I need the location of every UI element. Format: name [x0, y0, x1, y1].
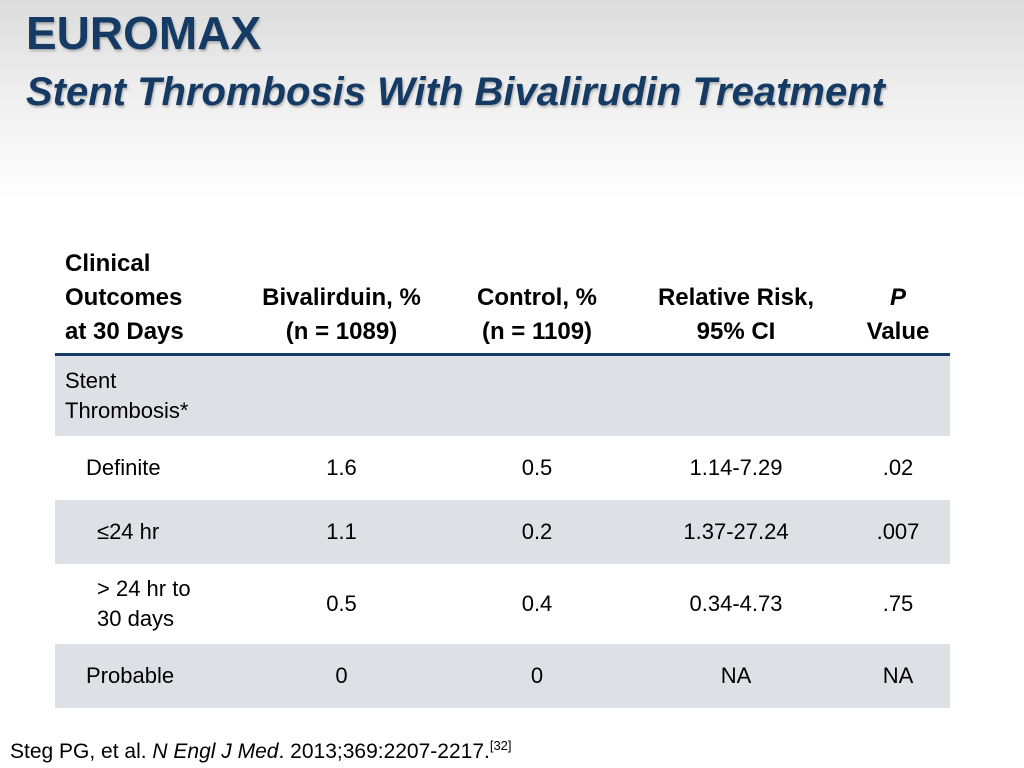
cell-bivalirudin: 0.5 [326, 591, 357, 616]
cell-bivalirudin: 1.1 [235, 500, 448, 564]
table-row: Probable 0 0 NA NA [55, 644, 950, 708]
cell-relative-risk: 1.14-7.29 [689, 455, 783, 480]
outcomes-table: Clinical Outcomes at 30 Days Bivalirduin… [55, 247, 950, 708]
slide-title: EUROMAX [26, 7, 262, 59]
cell-bivalirudin: 0 [235, 644, 448, 708]
cell-control: 0 [448, 644, 626, 708]
outcomes-table-wrap: Clinical Outcomes at 30 Days Bivalirduin… [55, 247, 950, 708]
citation-authors: Steg PG, et al. [10, 740, 147, 763]
table-row: > 24 hr to 30 days 0.5 0.4 0.34-4.73 .75 [55, 564, 950, 644]
header-p-value: P Value [846, 247, 950, 356]
cell-relative-risk: NA [626, 644, 846, 708]
table-row: Definite 1.6 0.5 1.14-7.29 .02 [55, 436, 950, 500]
slide-subtitle: Stent Thrombosis With Bivalirudin Treatm… [26, 70, 885, 114]
table-header-row: Clinical Outcomes at 30 Days Bivalirduin… [55, 247, 950, 356]
row-label: Definite [86, 455, 161, 480]
header-relative-risk: Relative Risk, 95% CI [626, 247, 846, 356]
header-bivalirudin: Bivalirduin, % (n = 1089) [235, 247, 448, 356]
cell-relative-risk: 0.34-4.73 [689, 591, 783, 616]
section-label: Stent Thrombosis* [55, 354, 235, 436]
row-label: Probable [55, 644, 235, 708]
citation-journal: N Engl J Med [152, 740, 279, 763]
cell-p-value: NA [846, 644, 950, 708]
cell-control: 0.4 [521, 591, 553, 616]
row-label: ≤24 hr [55, 500, 235, 564]
row-label: > 24 hr to 30 days [97, 576, 191, 631]
cell-control: 0.2 [448, 500, 626, 564]
cell-bivalirudin: 1.6 [326, 455, 357, 480]
cell-p-value: .75 [882, 591, 914, 616]
header-outcome: Clinical Outcomes at 30 Days [55, 247, 235, 356]
citation: Steg PG, et al. N Engl J Med. 2013;369:2… [10, 738, 512, 764]
cell-control: 0.5 [521, 455, 553, 480]
table-row: ≤24 hr 1.1 0.2 1.37-27.24 .007 [55, 500, 950, 564]
header-control: Control, % (n = 1109) [448, 247, 626, 356]
header-band [0, 0, 1024, 200]
cell-p-value: .02 [882, 455, 914, 480]
cell-p-value: .007 [846, 500, 950, 564]
citation-details: . 2013;369:2207-2217. [278, 740, 490, 763]
table-row-section: Stent Thrombosis* [55, 354, 950, 436]
cell-relative-risk: 1.37-27.24 [626, 500, 846, 564]
citation-ref: [32] [489, 738, 512, 753]
